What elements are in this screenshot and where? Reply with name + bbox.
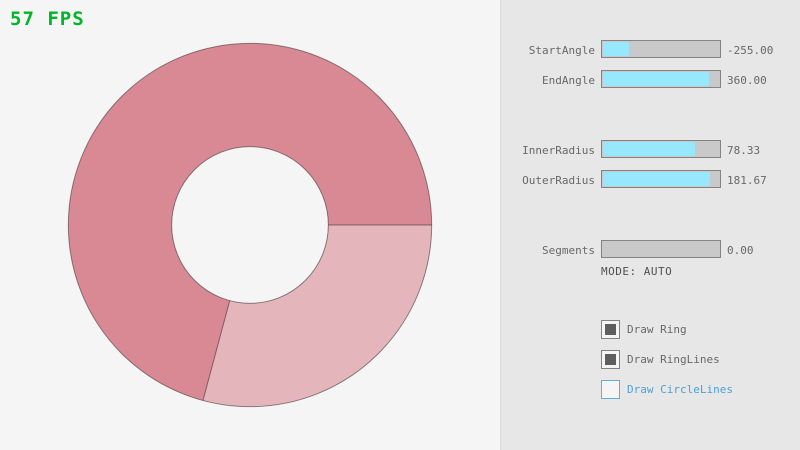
slider-value: 0.00 <box>727 244 754 257</box>
end-angle-slider[interactable] <box>601 70 721 88</box>
checkbox-draw-ring[interactable]: Draw Ring <box>601 319 687 339</box>
slider-label: StartAngle <box>528 44 595 57</box>
checkbox-box[interactable] <box>601 319 620 339</box>
fps-counter: 57 FPS <box>10 8 85 30</box>
slider-label: Segments <box>542 244 595 257</box>
slider-value: 78.33 <box>727 144 761 157</box>
checkbox-box[interactable] <box>601 349 620 369</box>
slider-fill <box>603 172 711 186</box>
slider-row-inner-radius: InnerRadius 78.33 <box>501 140 800 160</box>
slider-label: EndAngle <box>542 74 595 87</box>
checkbox-label: Draw Ring <box>627 322 687 336</box>
checkbox-draw-ringlines[interactable]: Draw RingLines <box>601 349 720 369</box>
slider-row-end-angle: EndAngle 360.00 <box>501 70 800 90</box>
slider-fill <box>603 72 710 86</box>
slider-row-outer-radius: OuterRadius 181.67 <box>501 170 800 190</box>
ring-canvas <box>67 42 433 408</box>
slider-fill <box>603 42 629 56</box>
checkmark-icon <box>605 353 616 365</box>
start-angle-slider[interactable] <box>601 40 721 58</box>
slider-value: -255.00 <box>727 44 774 57</box>
slider-label: InnerRadius <box>522 144 595 157</box>
checkbox-label: Draw RingLines <box>627 352 720 366</box>
checkbox-draw-circlelines[interactable]: Draw CircleLines <box>601 379 733 399</box>
slider-row-segments: Segments 0.00 <box>501 240 800 260</box>
slider-value: 181.67 <box>727 174 767 187</box>
control-panel: StartAngle -255.00 EndAngle 360.00 Inner… <box>500 0 800 450</box>
checkbox-box[interactable] <box>601 379 620 399</box>
segments-slider[interactable] <box>601 240 721 258</box>
slider-fill <box>603 142 696 156</box>
inner-radius-slider[interactable] <box>601 140 721 158</box>
checkmark-icon <box>605 323 616 335</box>
slider-label: OuterRadius <box>522 174 595 187</box>
mode-label: MODE: AUTO <box>601 265 673 278</box>
outer-radius-slider[interactable] <box>601 170 721 188</box>
slider-row-start-angle: StartAngle -255.00 <box>501 40 800 60</box>
slider-value: 360.00 <box>727 74 767 87</box>
checkbox-label: Draw CircleLines <box>627 382 733 396</box>
